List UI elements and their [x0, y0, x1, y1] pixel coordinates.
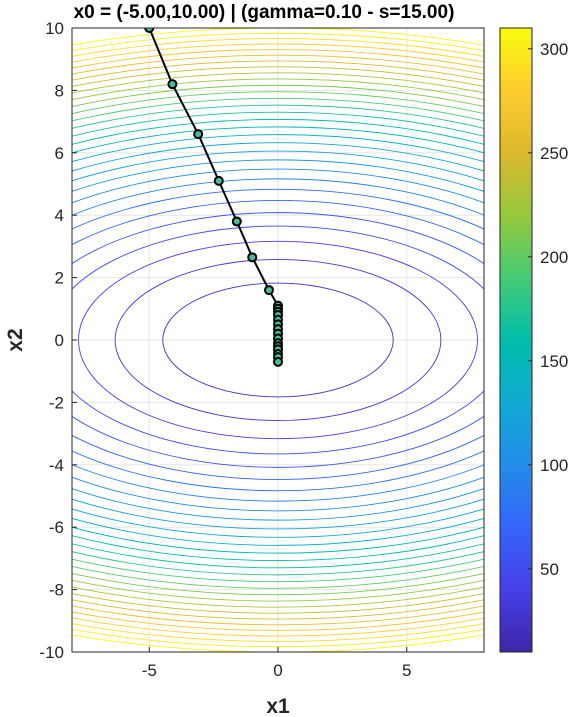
contour-level: [72, 142, 484, 538]
contour-level: [72, 212, 484, 468]
colorbar-tick-label: 50: [540, 560, 559, 579]
contour-level: [72, 54, 484, 626]
y-axis-label: x2: [4, 328, 27, 351]
colorbar-tick-label: 150: [540, 352, 568, 371]
y-tick-label: -6: [49, 518, 64, 537]
contour-level: [72, 126, 484, 554]
contour-level: [72, 72, 484, 608]
path-point: [167, 79, 178, 90]
contour-level: [72, 32, 484, 648]
x-tick-label: -5: [142, 661, 157, 680]
contour-level: [114, 258, 442, 422]
colorbar-tick-label: 100: [540, 456, 568, 475]
y-tick-label: -4: [49, 456, 64, 475]
path-point: [263, 285, 274, 296]
descent-path: [144, 28, 283, 367]
colorbar-ticks: 50 100 150 200 250 300: [528, 40, 568, 579]
y-tick-label: 10: [45, 19, 64, 38]
y-tick-label: 6: [55, 144, 64, 163]
colorbar-tick-label: 300: [540, 40, 568, 59]
contour-level: [72, 66, 484, 614]
contour-level: [72, 134, 484, 546]
path-point: [231, 216, 242, 227]
contour-level: [72, 49, 484, 631]
y-ticks: -10 -8 -6 -4 -2 0 2 4 6 8 10: [39, 19, 77, 662]
y-tick-label: -8: [49, 581, 64, 600]
contour-level: [72, 178, 484, 502]
contour-level: [72, 97, 484, 583]
contour-level: [72, 168, 484, 512]
y-tick-label: 2: [55, 269, 64, 288]
contour-level: [162, 282, 394, 398]
contour-level: [72, 225, 484, 455]
path-point: [273, 356, 283, 367]
x-axis-label: x1: [266, 695, 290, 717]
path-point: [247, 252, 258, 263]
x-tick-label: 5: [402, 661, 411, 680]
contour-level: [72, 150, 484, 530]
contour-level: [72, 60, 484, 620]
contour-level: [72, 118, 484, 562]
contour-level: [72, 200, 484, 480]
path-point: [213, 175, 224, 186]
contour-level: [72, 104, 484, 576]
contour-level: [72, 43, 484, 637]
y-tick-label: 4: [55, 206, 64, 225]
path-point: [193, 129, 204, 140]
colorbar-tick-label: 200: [540, 248, 568, 267]
contour-level: [72, 84, 484, 596]
colorbar-tick-label: 250: [540, 144, 568, 163]
path-point: [144, 28, 155, 33]
x-tick-label: 0: [273, 661, 282, 680]
contour-level: [72, 78, 484, 602]
colorbar: [499, 27, 533, 653]
chart-title: x0 = (-5.00,10.00) | (gamma=0.10 - s=15.…: [74, 2, 455, 23]
contour-level: [72, 159, 484, 521]
contour-level: [72, 188, 484, 492]
contour-level: [72, 111, 484, 569]
contour-level: [78, 240, 478, 440]
y-tick-label: -2: [49, 393, 64, 412]
contour-level: [72, 91, 484, 589]
contour-lines: [72, 28, 484, 652]
contour-level: [72, 38, 484, 642]
y-tick-label: 8: [55, 81, 64, 100]
y-tick-label: -10: [39, 643, 64, 662]
y-tick-label: 0: [55, 331, 64, 350]
x-ticks: -5 0 5: [142, 647, 411, 680]
